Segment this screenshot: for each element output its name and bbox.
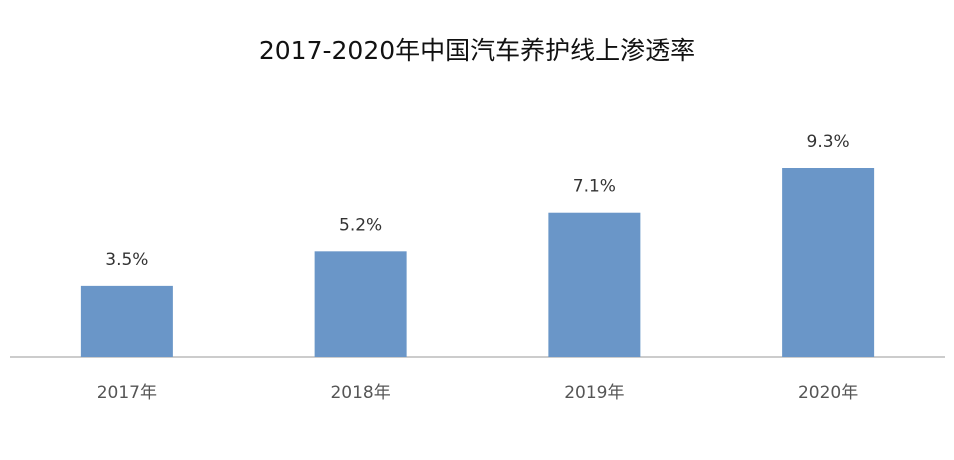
- value-label: 9.3%: [807, 132, 850, 152]
- value-label: 7.1%: [573, 177, 616, 197]
- value-label: 5.2%: [339, 215, 382, 235]
- bar: [314, 251, 407, 357]
- value-label: 3.5%: [105, 250, 148, 270]
- x-tick-label: 2018年: [330, 383, 390, 403]
- chart-title: 2017-2020年中国汽车养护线上渗透率: [259, 36, 695, 65]
- x-tick-label: 2017年: [97, 383, 157, 403]
- bar: [548, 212, 641, 357]
- bar: [80, 285, 173, 357]
- bar: [782, 168, 875, 357]
- x-tick-label: 2019年: [564, 383, 624, 403]
- x-tick-label: 2020年: [798, 383, 858, 403]
